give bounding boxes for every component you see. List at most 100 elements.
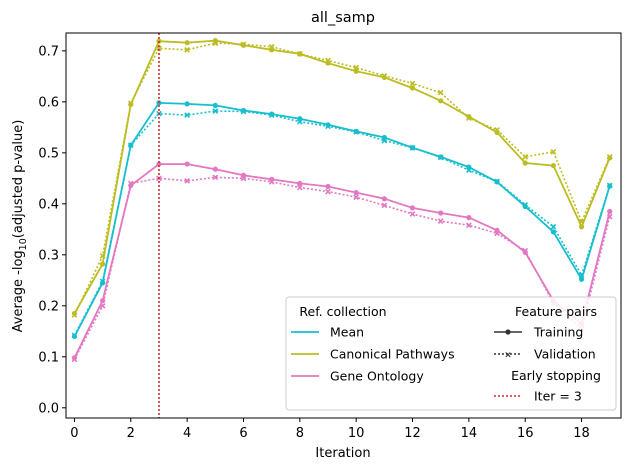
x-tick-label: 2 — [127, 426, 135, 441]
gene-ontology-validation-point-stroke — [325, 188, 331, 195]
canonical-pathways-training-point — [100, 261, 106, 267]
y-tick-label: 0.6 — [38, 95, 59, 110]
canonical-pathways-validation-point-stroke — [466, 115, 472, 122]
mean-validation-point — [437, 154, 444, 161]
gene-ontology-validation-point — [494, 230, 500, 237]
gene-ontology-training-point — [353, 190, 359, 196]
canonical-pathways-validation-point-stroke — [409, 80, 416, 87]
y-axis-label-main: Average -log — [11, 250, 26, 332]
mean-validation-point — [325, 123, 331, 130]
canonical-pathways-validation-point — [184, 46, 191, 53]
canonical-pathways-validation-point-stroke — [240, 41, 247, 48]
gene-ontology-validation-point — [353, 194, 360, 201]
gene-ontology-validation-point-stroke — [184, 178, 191, 184]
canonical-pathways-validation-point-stroke — [71, 312, 78, 318]
x-axis: 0 2 4 6 8 10 12 14 16 18 — [70, 418, 590, 441]
canonical-pathways-validation-point-stroke — [127, 100, 134, 107]
canonical-pathways-validation-point — [381, 72, 388, 79]
mean-validation-point-stroke — [494, 178, 500, 185]
legend-early-stop-label: Iter = 3 — [534, 389, 582, 404]
gene-ontology-training-point — [212, 166, 218, 172]
y-tick-label: 0.7 — [38, 44, 59, 59]
canonical-pathways-validation-point-stroke — [156, 45, 162, 52]
gene-ontology-validation-point-stroke — [296, 184, 303, 191]
mean-validation-point — [212, 108, 219, 114]
gene-ontology-validation-point — [409, 211, 416, 217]
x-tick-label: 6 — [239, 426, 247, 441]
x-axis-label: Iteration — [315, 446, 370, 461]
mean-validation-point-stroke — [99, 278, 106, 285]
legend-canonical-label: Canonical Pathways — [330, 347, 455, 362]
y-axis-label: Average -log10(adjusted p-value) — [11, 120, 29, 333]
gene-ontology-validation-point — [466, 222, 472, 229]
x-tick-label: 14 — [461, 426, 478, 441]
gene-ontology-validation-point — [296, 184, 303, 191]
mean-validation-point — [381, 137, 388, 144]
gene-ontology-validation-point — [381, 202, 388, 209]
gene-ontology-validation-point-stroke — [522, 247, 529, 254]
gene-ontology-training-point — [325, 183, 331, 190]
gene-ontology-validation-point-stroke — [71, 356, 78, 363]
y-axis: 0.0 0.1 0.2 0.3 0.4 0.5 0.6 0.7 — [38, 44, 66, 416]
mean-validation-point — [268, 112, 275, 118]
gene-ontology-validation-point — [71, 356, 78, 363]
mean-validation-point — [409, 144, 416, 151]
y-axis-label-subscript: 10 — [18, 238, 29, 250]
canonical-pathways-validation-point — [268, 43, 275, 50]
canonical-pathways-validation-point — [522, 154, 529, 160]
legend-mean-label: Mean — [330, 325, 364, 340]
mean-validation-point-stroke — [71, 332, 78, 339]
legend-go-label: Gene Ontology — [330, 369, 424, 384]
mean-validation-point-stroke — [296, 118, 303, 125]
canonical-pathways-validation-point — [494, 127, 500, 133]
canonical-pathways-training-point — [438, 98, 444, 104]
mean-validation-point-stroke — [437, 154, 444, 161]
gene-ontology-validation-point — [184, 178, 191, 184]
mean-training-point — [550, 229, 556, 235]
canonical-pathways-validation-line — [73, 42, 611, 316]
gene-ontology-validation-point-stroke — [212, 174, 219, 181]
canonical-pathways-training-point — [409, 85, 416, 91]
mean-validation-point-stroke — [212, 108, 219, 114]
mean-validation-point — [184, 112, 191, 118]
canonical-pathways-validation-point — [353, 64, 360, 71]
gene-ontology-validation-point-stroke — [99, 302, 106, 309]
mean-validation-point — [522, 201, 529, 208]
gene-ontology-training-line — [73, 163, 611, 359]
gene-ontology-validation-point — [99, 302, 106, 309]
mean-validation-point-stroke — [550, 223, 557, 230]
gene-ontology-training-point — [100, 298, 106, 304]
canonical-pathways-validation-point-stroke — [268, 43, 275, 50]
mean-validation-point — [606, 182, 613, 189]
canonical-pathways-validation-point — [466, 115, 472, 122]
gene-ontology-validation-point-stroke — [240, 175, 247, 182]
mean-validation-point — [578, 272, 585, 279]
gene-ontology-validation-point — [127, 180, 134, 187]
x-tick-label: 0 — [70, 426, 78, 441]
gene-ontology-validation-point-stroke — [409, 211, 416, 217]
mean-validation-point-stroke — [409, 144, 416, 151]
mean-validation-point-stroke — [127, 142, 134, 149]
mean-validation-point — [494, 178, 500, 185]
legend-training-marker — [505, 329, 511, 335]
gene-ontology-validation-point-stroke — [494, 230, 500, 237]
canonical-pathways-validation-point-stroke — [296, 51, 303, 57]
x-tick-label: 8 — [296, 426, 304, 441]
legend-validation-label: Validation — [534, 347, 596, 362]
legend-training-label: Training — [533, 325, 583, 340]
mean-validation-point — [240, 108, 247, 115]
x-tick-label: 10 — [348, 426, 365, 441]
mean-validation-point — [296, 118, 303, 125]
gene-ontology-validation-point — [325, 188, 331, 195]
gene-ontology-training-point — [381, 196, 387, 202]
legend: Ref. collection Mean Canonical Pathways … — [285, 296, 617, 411]
y-tick-label: 0.3 — [38, 248, 59, 263]
canonical-pathways-validation-point — [606, 154, 613, 160]
mean-training-point — [578, 276, 585, 282]
canonical-pathways-validation-point — [437, 89, 444, 96]
canonical-pathways-validation-point-stroke — [550, 148, 557, 155]
mean-training-point — [184, 101, 190, 107]
mean-validation-point-stroke — [240, 108, 247, 115]
